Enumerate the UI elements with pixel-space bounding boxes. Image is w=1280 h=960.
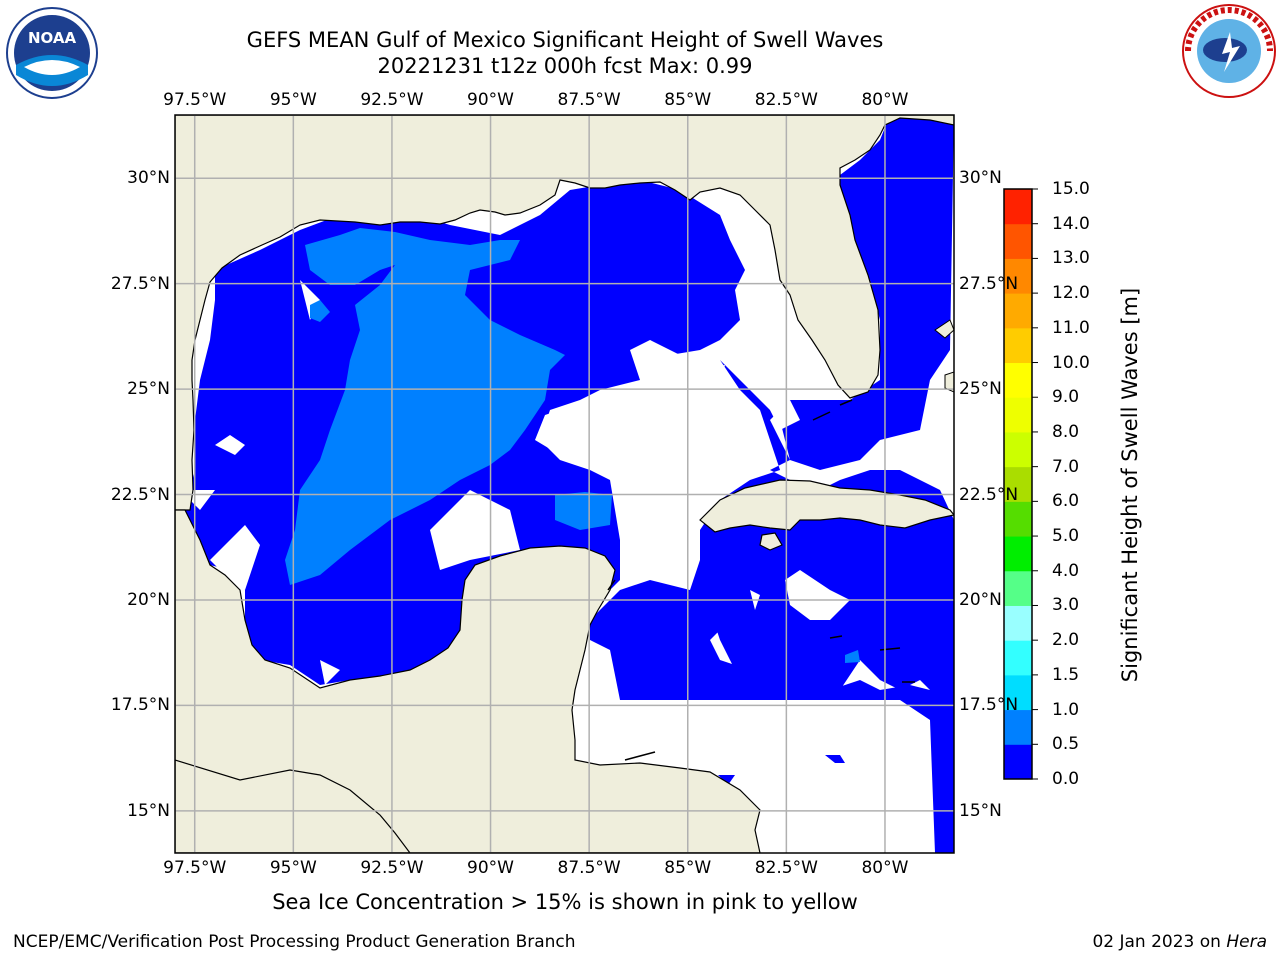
colorbar-swatch xyxy=(1004,501,1032,537)
lat-tick-label-right: 17.5°N xyxy=(959,695,1019,716)
colorbar-tick-label: 10.0 xyxy=(1052,352,1090,373)
colorbar-swatch xyxy=(1004,744,1032,780)
lat-tick-label-right: 30°N xyxy=(959,168,1002,189)
colorbar-tick-label: 5.0 xyxy=(1052,526,1080,547)
colorbar-tick-label: 4.0 xyxy=(1052,560,1080,581)
colorbar-swatch xyxy=(1004,466,1032,502)
colorbar-swatch xyxy=(1004,431,1032,468)
map-frame xyxy=(174,114,955,854)
lon-tick-label-bottom: 90°W xyxy=(467,858,515,878)
colorbar-tick-label: 1.5 xyxy=(1052,664,1080,685)
lon-tick-label-bottom: 92.5°W xyxy=(360,858,424,878)
colorbar-swatch xyxy=(1004,327,1032,364)
land-mexico xyxy=(175,509,761,853)
lat-tick-label-right: 27.5°N xyxy=(959,273,1019,294)
lat-tick-label-right: 22.5°N xyxy=(959,484,1019,505)
footer-credit: NCEP/EMC/Verification Post Processing Pr… xyxy=(13,932,576,952)
lon-tick-label-top: 92.5°W xyxy=(360,90,424,110)
lat-tick-label-left: 17.5°N xyxy=(110,695,170,716)
colorbar-tick-label: 15.0 xyxy=(1052,179,1090,199)
lon-tick-label-top: 87.5°W xyxy=(557,90,621,110)
map-gridlines xyxy=(175,115,954,853)
lat-tick-label-left: 27.5°N xyxy=(110,273,170,294)
colorbar-tick-label: 13.0 xyxy=(1052,248,1090,269)
lon-tick-label-bottom: 80°W xyxy=(861,858,909,878)
lon-tick-label-top: 97.5°W xyxy=(163,90,227,110)
lon-tick-label-top: 82.5°W xyxy=(754,90,818,110)
footer-date: 02 Jan 2023 on Hera xyxy=(1092,932,1267,952)
colorbar-tick-label: 8.0 xyxy=(1052,421,1080,442)
lat-tick-label-right: 15°N xyxy=(959,800,1002,821)
colorbar-tick-label: 2.0 xyxy=(1052,630,1080,651)
lon-tick-label-top: 80°W xyxy=(861,90,909,110)
colorbar xyxy=(1003,188,1038,780)
colorbar-swatch xyxy=(1004,709,1032,745)
colorbar-frame xyxy=(1003,188,1033,780)
lon-tick-label-bottom: 95°W xyxy=(269,858,317,878)
colorbar-swatch xyxy=(1004,258,1032,294)
colorbar-swatch xyxy=(1004,189,1032,225)
colorbar-tick-label: 1.0 xyxy=(1052,699,1080,720)
lat-tick-label-left: 20°N xyxy=(127,589,170,610)
colorbar-label: Significant Height of Swell Waves [m] xyxy=(1118,287,1142,683)
colorbar-swatch xyxy=(1004,674,1032,711)
colorbar-swatch xyxy=(1004,293,1032,329)
colorbar-tick-label: 3.0 xyxy=(1052,595,1080,616)
land-cuba xyxy=(699,479,954,533)
svg-text:NOAA: NOAA xyxy=(28,29,77,47)
colorbar-tick-label: 0.5 xyxy=(1052,734,1080,755)
colorbar-tick-label: 14.0 xyxy=(1052,213,1090,234)
colorbar-tick-label: 0.0 xyxy=(1052,769,1080,789)
footer-date-text: 02 Jan 2023 on xyxy=(1092,932,1221,952)
lon-tick-label-bottom: 87.5°W xyxy=(557,858,621,878)
lat-tick-label-right: 25°N xyxy=(959,379,1002,400)
lat-tick-label-left: 25°N xyxy=(127,379,170,400)
footer-host: Hera xyxy=(1226,932,1267,952)
lat-tick-label-left: 15°N xyxy=(127,800,170,821)
colorbar-swatch xyxy=(1004,362,1032,398)
lon-tick-label-top: 95°W xyxy=(269,90,317,110)
noaa-logo: NOAA xyxy=(6,7,98,99)
sea-ice-note: Sea Ice Concentration > 15% is shown in … xyxy=(272,890,858,914)
lon-tick-label-top: 90°W xyxy=(467,90,515,110)
lon-tick-label-bottom: 97.5°W xyxy=(163,858,227,878)
lon-tick-label-bottom: 82.5°W xyxy=(754,858,818,878)
colorbar-tick-label: 11.0 xyxy=(1052,317,1090,338)
colorbar-tick-label: 9.0 xyxy=(1052,387,1080,408)
colorbar-swatch xyxy=(1004,640,1032,676)
chart-subtitle: 20221231 t12z 000h fcst Max: 0.99 xyxy=(377,54,753,78)
colorbar-tick-label: 7.0 xyxy=(1052,456,1080,477)
swell-field-mid xyxy=(285,228,565,585)
lat-tick-label-right: 20°N xyxy=(959,589,1002,610)
nws-logo xyxy=(1182,4,1276,98)
land-north-america xyxy=(175,115,954,511)
lon-tick-label-top: 85°W xyxy=(664,90,712,110)
lon-tick-label-bottom: 85°W xyxy=(664,858,712,878)
colorbar-swatch xyxy=(1004,397,1032,433)
colorbar-tick-label: 6.0 xyxy=(1052,491,1080,512)
colorbar-swatch xyxy=(1004,605,1032,641)
lat-tick-label-left: 30°N xyxy=(127,168,170,189)
chart-title: GEFS MEAN Gulf of Mexico Significant Hei… xyxy=(246,28,884,52)
colorbar-swatch xyxy=(1004,570,1032,606)
colorbar-swatch xyxy=(1004,536,1032,572)
colorbar-swatch xyxy=(1004,223,1032,259)
lat-tick-label-left: 22.5°N xyxy=(110,484,170,505)
colorbar-tick-label: 12.0 xyxy=(1052,283,1090,304)
